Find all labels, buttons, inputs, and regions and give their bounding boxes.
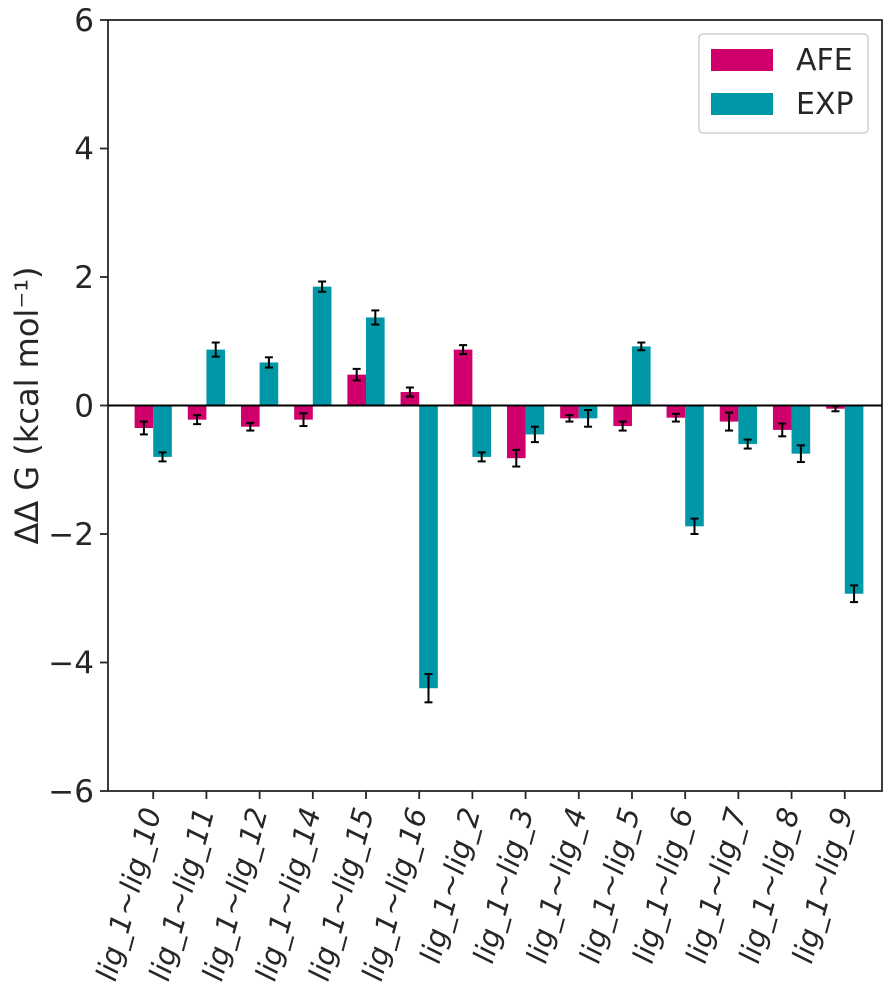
y-tick-label: −2 — [48, 517, 94, 553]
bar-exp — [472, 405, 492, 457]
bar-afe — [666, 405, 686, 418]
bar-exp — [525, 405, 545, 435]
y-tick-label: −6 — [48, 774, 94, 810]
bar-exp — [206, 349, 226, 406]
bar-afe — [772, 405, 792, 430]
legend-label-afe: AFE — [796, 43, 853, 78]
bar-exp — [791, 405, 811, 454]
bar-exp — [844, 405, 864, 594]
bar-afe — [613, 405, 632, 427]
bar-afe — [240, 405, 260, 427]
bar-afe — [560, 405, 579, 419]
bar-afe — [506, 405, 526, 459]
bar-exp — [685, 405, 704, 527]
legend-swatch-exp — [711, 93, 773, 115]
legend-label-exp: EXP — [796, 87, 854, 122]
legend-swatch-afe — [711, 49, 773, 71]
y-tick-label: 2 — [74, 260, 94, 296]
bar-exp — [631, 346, 651, 406]
y-tick-label: 4 — [74, 132, 94, 168]
bar-exp — [419, 405, 438, 689]
y-tick-label: −4 — [48, 646, 94, 682]
bar-afe — [400, 392, 420, 406]
bar-afe — [134, 405, 154, 428]
bar-exp — [738, 405, 757, 445]
y-tick-label: 6 — [74, 3, 94, 39]
bar-exp — [366, 317, 385, 406]
bar-exp — [312, 286, 332, 406]
y-axis-label: ΔΔ G (kcal mol⁻¹) — [8, 266, 46, 544]
bar-afe — [453, 349, 473, 406]
bar-exp — [259, 362, 279, 406]
bar-afe — [187, 405, 207, 420]
y-tick-label: 0 — [74, 389, 94, 425]
bar-afe — [347, 374, 366, 406]
bar-exp — [153, 405, 172, 457]
